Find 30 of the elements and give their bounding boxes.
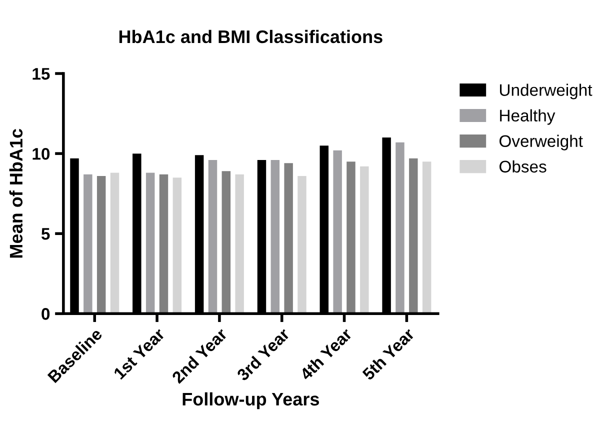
bar xyxy=(84,174,92,314)
bar xyxy=(96,176,106,314)
chart-title: HbA1c and BMI Classifications xyxy=(119,30,382,44)
bar xyxy=(333,150,342,314)
legend-label: Overweight xyxy=(500,134,583,150)
bar xyxy=(284,163,293,314)
y-tick-label: 5 xyxy=(41,228,50,240)
bar xyxy=(298,176,306,314)
bar xyxy=(146,172,155,314)
legend-label: Obses xyxy=(500,160,546,173)
bar xyxy=(270,160,280,314)
x-axis-title: Follow-up Years xyxy=(182,392,319,410)
bar xyxy=(346,162,356,314)
bar xyxy=(159,174,168,314)
bar xyxy=(235,174,244,314)
bar xyxy=(396,142,404,314)
y-tick-label: 10 xyxy=(32,148,50,160)
bar xyxy=(172,178,182,314)
y-tick-label: 0 xyxy=(42,308,50,320)
bar xyxy=(409,158,418,314)
y-tick-label: 15 xyxy=(32,68,50,80)
bar xyxy=(422,162,432,314)
legend-label: Healthy xyxy=(500,109,556,125)
legend-label: Underweight xyxy=(500,84,592,100)
bar xyxy=(110,172,120,314)
x-tick-label: 4th Year xyxy=(298,327,353,381)
bar xyxy=(360,166,369,314)
y-axis-title: Mean of HbA1c xyxy=(9,128,23,258)
bar xyxy=(208,160,218,314)
bar xyxy=(222,171,231,314)
